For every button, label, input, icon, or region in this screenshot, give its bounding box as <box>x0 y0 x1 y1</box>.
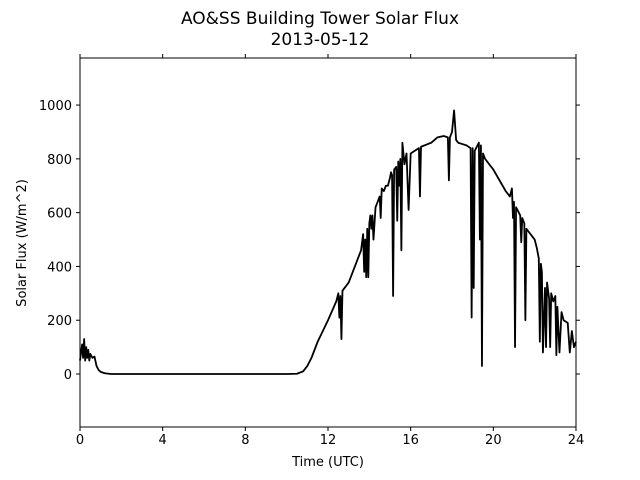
chart-subtitle: 2013-05-12 <box>271 30 370 50</box>
y-tick-label: 1000 <box>39 99 72 114</box>
data-line <box>79 109 577 375</box>
x-tick-label: 24 <box>568 433 585 448</box>
y-tick-label: 800 <box>47 153 72 168</box>
y-tick-label: 600 <box>47 207 72 222</box>
y-tick-label: 0 <box>64 368 72 383</box>
y-tick-label: 200 <box>47 314 72 329</box>
chart-title: AO&SS Building Tower Solar Flux <box>181 9 459 29</box>
x-axis-label: Time (UTC) <box>291 455 364 470</box>
x-tick-label: 20 <box>485 433 502 448</box>
x-tick-label: 0 <box>76 433 84 448</box>
x-tick-label: 12 <box>320 433 337 448</box>
y-tick-label: 400 <box>47 260 72 275</box>
plot-frame <box>79 57 577 428</box>
x-tick-label: 16 <box>402 433 419 448</box>
x-tick-label: 8 <box>241 433 249 448</box>
y-axis-label: Solar Flux (W/m^2) <box>15 179 30 307</box>
x-tick-label: 4 <box>159 433 167 448</box>
